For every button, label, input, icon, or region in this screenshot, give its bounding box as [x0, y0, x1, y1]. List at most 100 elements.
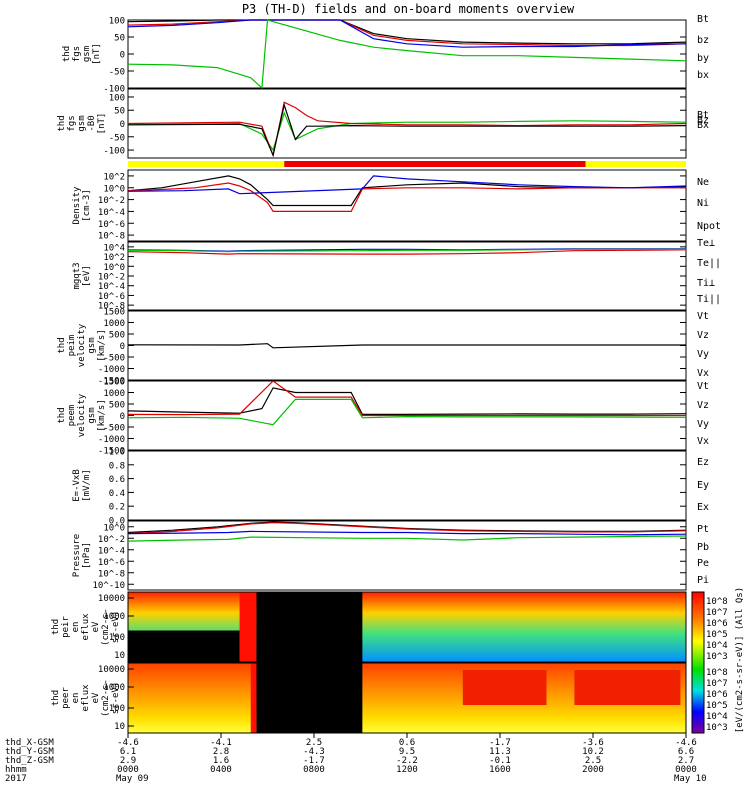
xaxis-value: -2.2 — [396, 756, 418, 766]
legend-p8-2: Pe — [697, 558, 709, 569]
mode-bar-segment-0 — [128, 161, 285, 167]
panel-p1-ylabel: fgs — [72, 46, 82, 62]
panel-p6-ylabel: gsm — [87, 407, 97, 423]
panel-p4-series-Te — [127, 249, 687, 255]
panel-p6-tick-label: 1000 — [103, 389, 125, 399]
legend-p2-0: Bt — [697, 110, 709, 121]
spectrogram-s1-ylabel: peir — [61, 616, 71, 638]
xaxis-value: 1600 — [489, 765, 511, 775]
legend-p6-1: Vz — [697, 400, 709, 411]
spectrogram-s2-ylabel: sr-eV) — [111, 682, 121, 715]
spectrogram-s1-band — [239, 592, 257, 662]
spectrogram-s2-hot1 — [462, 670, 547, 705]
legend-p7-1: Ey — [697, 480, 709, 491]
panel-p2-series-Bx — [127, 102, 687, 158]
panel-p1-ylabel: gsm — [82, 46, 92, 62]
legend-p2-2: Bx — [697, 120, 709, 131]
panel-p8-series-Pb — [127, 522, 687, 535]
legend-p7-2: Ex — [697, 502, 709, 513]
legend-p6-3: Vx — [697, 436, 709, 447]
xaxis-value: 2.5 — [306, 738, 322, 748]
panel-p2-tick-label: 50 — [114, 107, 125, 117]
legend-p3-2: Npot — [697, 221, 721, 232]
panel-p8-ylabel: Pressure — [72, 534, 82, 577]
panel-p8-series-Pt — [127, 521, 687, 534]
xaxis-value: 0000 — [675, 765, 697, 775]
chart-title: P3 (TH-D) fields and on-board moments ov… — [242, 2, 575, 16]
panel-p3-tick-label: 10^-8 — [98, 232, 125, 242]
panel-p7-tick-label: 0.0 — [109, 517, 125, 527]
panel-p1-tick-label: 0 — [120, 51, 125, 61]
legend-p1-3: bx — [697, 70, 709, 81]
colorbar-tick-label-lower: 10^8 — [706, 668, 728, 678]
colorbar-tick-label: 10^5 — [706, 630, 728, 640]
panel-p3-tick-label: 10^-2 — [98, 196, 125, 206]
spectrogram-s1-frame — [127, 591, 687, 663]
xaxis-value: 6.1 — [120, 747, 136, 757]
mode-bar-segment-2 — [585, 161, 686, 167]
panel-p6-tick-label: 0 — [120, 412, 125, 422]
mode-bar-segment-1 — [284, 161, 586, 167]
spectrogram-s2-gap — [256, 663, 363, 733]
panel-p6-ylabel: [km/s] — [97, 399, 107, 432]
panel-p1-tick-label: 50 — [114, 34, 125, 44]
spectrogram-s1-ylabel: eflux — [81, 613, 91, 641]
panel-p6-series-Vt — [127, 387, 687, 415]
panel-p5-series-Vt — [127, 343, 686, 349]
panel-p8-tick-label: 10^-4 — [98, 546, 125, 556]
spectrogram-s2-hot2 — [574, 670, 681, 705]
xaxis-row-label: 2017 — [5, 774, 27, 784]
spectrogram-s1-tick-label: 10000 — [98, 594, 125, 604]
panel-p5-tick-label: 0 — [120, 342, 125, 352]
panel-p3-tick-label: 10^-4 — [98, 208, 125, 218]
spectrogram-s1-gap — [256, 592, 363, 662]
panel-p1-series-bx — [127, 19, 687, 48]
legend-p4-2: Ti⊥ — [697, 278, 715, 289]
xaxis-value: 10.2 — [582, 747, 604, 757]
spectrogram-s1-ylabel: sr-eV) — [111, 611, 121, 644]
xaxis-value: -4.6 — [675, 738, 697, 748]
panel-p3-series-Ni — [127, 175, 687, 207]
colorbar-tick-label-lower: 10^4 — [706, 712, 728, 722]
legend-p1-0: Bt — [697, 14, 709, 25]
legend-p3-1: Ni — [697, 198, 709, 209]
xaxis-value: 1200 — [396, 765, 418, 775]
panel-p6-ylabel: peem — [67, 405, 77, 427]
spectrogram-s1-tick-label: 10 — [114, 651, 125, 661]
legend-p7-0: Ez — [697, 457, 709, 468]
colorbar-tick-label-lower: 10^7 — [706, 679, 728, 689]
panel-p8-series-Pe — [127, 535, 687, 542]
panel-p5-tick-label: 1500 — [103, 308, 125, 318]
panel-p8-tick-label: 10^-10 — [92, 581, 125, 591]
xaxis-value: 2.5 — [585, 756, 601, 766]
legend-p5-2: Vy — [697, 349, 709, 360]
panel-p8-frame — [127, 520, 687, 591]
panel-p3-ylabel: [cm-3] — [82, 189, 92, 222]
colorbar-tick-label-lower: 10^6 — [706, 690, 728, 700]
spectrogram-s2-tick-label: 1000 — [103, 683, 125, 693]
xaxis-value: 2.8 — [213, 747, 229, 757]
panel-p3-tick-label: 10^0 — [103, 184, 125, 194]
xaxis-value: 2000 — [582, 765, 604, 775]
spectrogram-s2-ylabel: peer — [61, 687, 71, 709]
panel-p8-tick-label: 10^-8 — [98, 569, 125, 579]
panel-p2-tick-label: -50 — [109, 133, 125, 143]
panel-p7-tick-label: 0.4 — [109, 489, 125, 499]
panel-p3-frame — [127, 169, 687, 242]
panel-p1-tick-label: -50 — [109, 68, 125, 78]
xaxis-row-label: hhmm — [5, 765, 27, 775]
panel-p5-ylabel: velocity — [77, 323, 87, 367]
panel-p2-ylabel: fgs — [67, 115, 77, 131]
panel-p7-tick-label: 0.8 — [109, 461, 125, 471]
legend-p1-1: bz — [697, 35, 709, 46]
panel-p1-ylabel: thd — [62, 46, 72, 62]
panel-p6-tick-label: -1000 — [98, 435, 125, 445]
spectrogram-s2-ylabel: eflux — [81, 684, 91, 712]
xaxis-value: 9.5 — [399, 747, 415, 757]
spectrogram-s2-band — [250, 663, 257, 733]
panel-p8-tick-label: 10^-6 — [98, 558, 125, 568]
legend-p8-0: Pt — [697, 524, 709, 535]
colorbar-frame — [691, 591, 705, 734]
xaxis-row-label: thd_Z-GSM — [5, 756, 54, 766]
